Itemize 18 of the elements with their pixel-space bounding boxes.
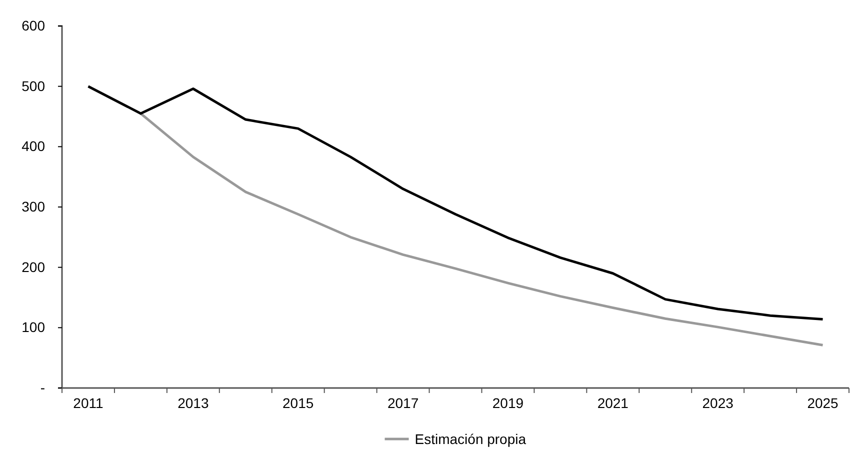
x-tick-label: 2011 [73,394,104,411]
x-tick-label: 2023 [702,394,734,411]
y-tick-label: 300 [22,198,46,214]
y-tick-label: 500 [22,78,46,94]
x-tick-label: 2019 [492,394,524,411]
y-tick-label: 200 [22,258,46,275]
legend-label: Estimación propia [414,431,526,447]
y-tick-label: 100 [22,319,46,336]
x-tick-label: 2025 [807,394,839,411]
x-tick-label: 2013 [178,394,209,411]
y-tick-label: 400 [22,138,46,154]
line-series [139,112,824,346]
line-series [86,85,824,320]
y-tick-label: - [40,379,46,396]
x-tick-label: 2017 [387,394,419,411]
x-tick-label: 2021 [597,394,629,411]
y-tick-label: 600 [22,17,46,34]
x-tick-label: 2015 [282,394,314,411]
